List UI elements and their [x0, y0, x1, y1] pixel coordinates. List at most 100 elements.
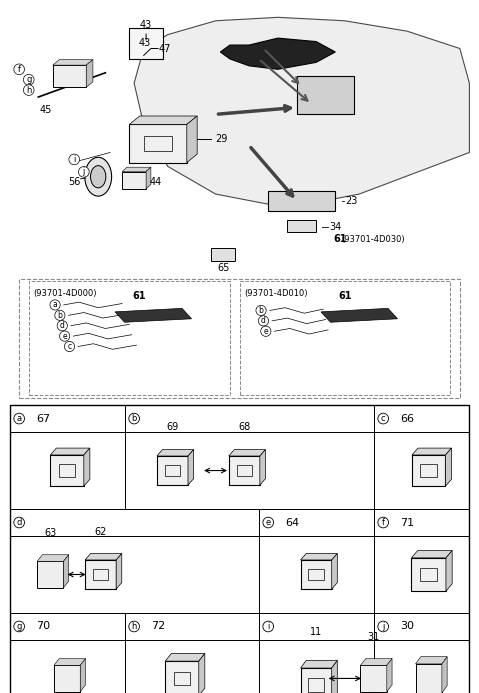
Text: g: g: [26, 76, 32, 84]
Bar: [125, 432, 374, 509]
Text: f: f: [18, 65, 21, 73]
Text: 11: 11: [310, 627, 322, 637]
Text: i: i: [73, 155, 75, 164]
Text: 62: 62: [94, 527, 107, 537]
Bar: [374, 613, 469, 640]
Bar: [287, 220, 316, 232]
Bar: [374, 640, 469, 693]
Bar: [165, 661, 199, 693]
Text: 43: 43: [140, 20, 152, 30]
Text: (93701-4D010): (93701-4D010): [244, 289, 308, 298]
Polygon shape: [146, 167, 151, 188]
Bar: [374, 536, 469, 613]
Text: f: f: [382, 518, 385, 527]
Polygon shape: [165, 653, 205, 661]
Bar: [37, 561, 63, 588]
Polygon shape: [37, 554, 69, 561]
Polygon shape: [229, 450, 265, 456]
Bar: [165, 465, 180, 476]
Bar: [93, 569, 108, 580]
Polygon shape: [331, 660, 337, 693]
Bar: [421, 464, 437, 477]
Bar: [237, 465, 252, 476]
Text: 68: 68: [238, 423, 251, 432]
Text: d: d: [16, 518, 22, 527]
Text: 43: 43: [139, 38, 151, 48]
Bar: [361, 665, 387, 692]
Bar: [125, 640, 259, 693]
Bar: [129, 124, 187, 162]
Bar: [10, 405, 469, 693]
Bar: [125, 613, 259, 640]
Text: 34: 34: [329, 222, 342, 232]
Text: 65: 65: [217, 263, 229, 273]
Text: 67: 67: [36, 414, 50, 423]
Bar: [10, 613, 125, 640]
Bar: [211, 248, 235, 261]
Polygon shape: [301, 660, 337, 668]
Bar: [10, 640, 125, 693]
Text: 61: 61: [333, 234, 347, 244]
Polygon shape: [115, 308, 192, 322]
Bar: [157, 456, 188, 485]
Text: b: b: [259, 306, 263, 315]
Polygon shape: [63, 554, 69, 588]
Bar: [412, 455, 445, 486]
Text: 63: 63: [44, 529, 57, 538]
Bar: [10, 509, 259, 536]
Text: i: i: [267, 622, 269, 631]
Polygon shape: [415, 657, 447, 664]
Polygon shape: [321, 308, 398, 322]
Text: 45: 45: [39, 105, 52, 115]
Bar: [50, 455, 84, 486]
Polygon shape: [187, 116, 197, 162]
Polygon shape: [54, 658, 85, 665]
Text: j: j: [382, 622, 384, 631]
Bar: [229, 456, 260, 485]
Polygon shape: [134, 17, 469, 208]
Bar: [10, 536, 259, 613]
Text: 30: 30: [400, 622, 414, 631]
Polygon shape: [86, 60, 93, 87]
Bar: [308, 678, 324, 692]
Text: 31: 31: [367, 633, 380, 642]
Polygon shape: [301, 554, 337, 560]
Bar: [240, 281, 450, 395]
Polygon shape: [53, 60, 93, 65]
Text: 47: 47: [158, 44, 171, 53]
Bar: [411, 558, 446, 591]
Text: 61: 61: [338, 291, 352, 301]
Polygon shape: [331, 554, 337, 589]
Bar: [58, 464, 75, 477]
Text: j: j: [83, 168, 85, 176]
Text: e: e: [266, 518, 271, 527]
Text: a: a: [53, 301, 57, 309]
Polygon shape: [129, 116, 197, 125]
Bar: [415, 664, 442, 693]
Bar: [259, 613, 374, 640]
Polygon shape: [80, 658, 85, 692]
Text: 70: 70: [36, 622, 50, 631]
Bar: [301, 668, 332, 693]
Polygon shape: [116, 554, 122, 589]
Bar: [10, 432, 125, 509]
Bar: [10, 405, 125, 432]
Bar: [129, 28, 163, 59]
Polygon shape: [411, 550, 452, 558]
Text: 66: 66: [400, 414, 414, 423]
Text: 61: 61: [132, 291, 146, 301]
Polygon shape: [50, 448, 90, 455]
Bar: [268, 191, 335, 211]
Polygon shape: [387, 658, 392, 692]
Text: 64: 64: [285, 518, 299, 527]
Bar: [53, 65, 86, 87]
Text: e: e: [62, 332, 67, 340]
Polygon shape: [260, 450, 265, 485]
Bar: [420, 568, 437, 581]
Polygon shape: [446, 550, 452, 591]
Polygon shape: [122, 167, 151, 172]
Bar: [374, 405, 469, 432]
Bar: [19, 279, 460, 398]
Polygon shape: [361, 658, 392, 665]
Text: b: b: [57, 311, 62, 319]
